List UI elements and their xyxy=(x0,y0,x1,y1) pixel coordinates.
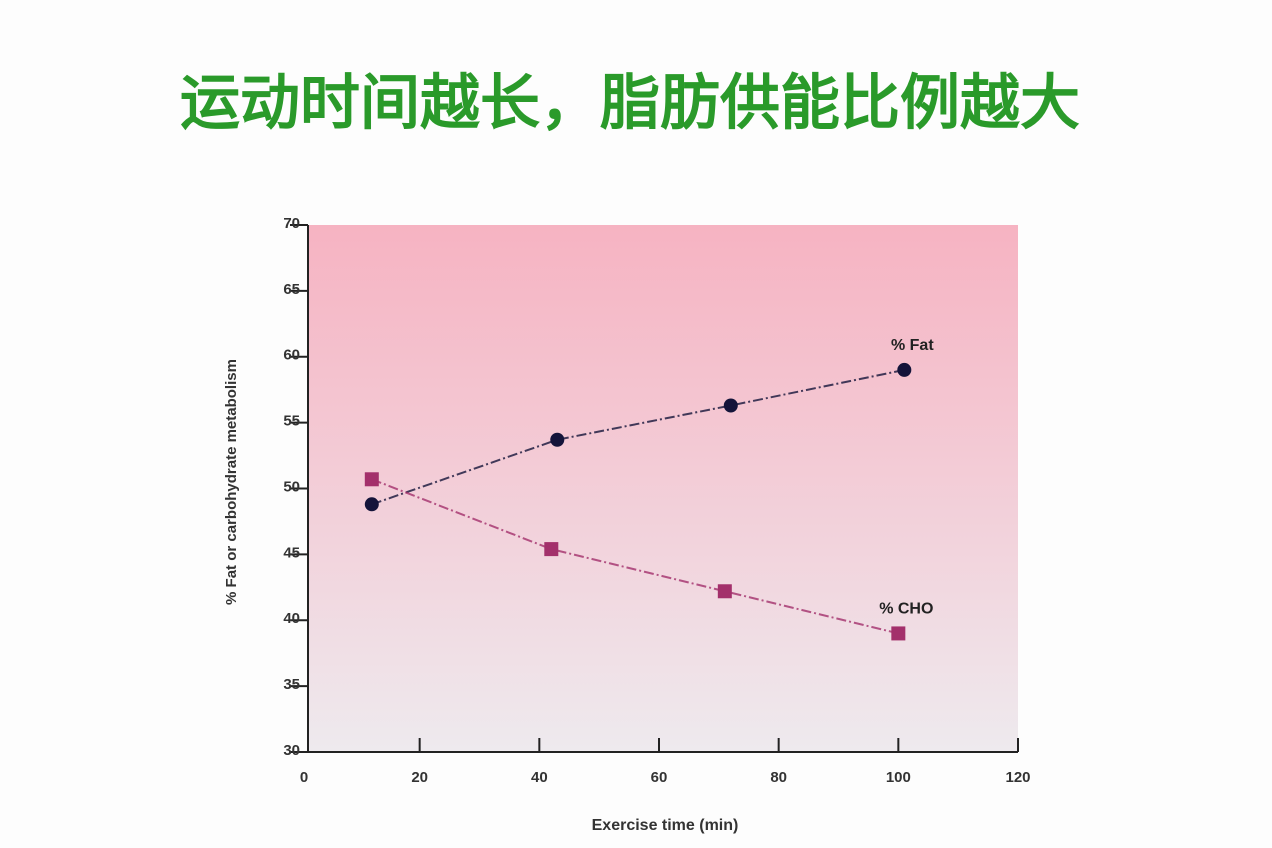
data-point xyxy=(364,472,379,487)
y-tick-label: 60 xyxy=(283,347,300,364)
y-tick-label: 65 xyxy=(283,281,300,298)
y-tick-label: 40 xyxy=(283,610,300,627)
y-axis-label: % Fat or carbohydrate metabolism xyxy=(223,359,240,605)
x-tick-label: 80 xyxy=(770,769,787,786)
y-tick-label: 35 xyxy=(283,676,300,693)
x-tick-label: 60 xyxy=(651,769,668,786)
y-tick-label: 45 xyxy=(283,544,300,561)
series-line xyxy=(371,368,905,506)
x-tick-label: 120 xyxy=(1005,769,1030,786)
y-tick-label: 55 xyxy=(283,413,300,430)
data-point xyxy=(544,542,559,557)
series-label: % CHO xyxy=(879,601,933,618)
x-tick-label: 0 xyxy=(300,769,308,786)
data-point xyxy=(891,626,906,641)
x-tick-label: 100 xyxy=(886,769,911,786)
x-tick-label: 40 xyxy=(531,769,548,786)
x-tick-label: 20 xyxy=(411,769,428,786)
y-tick-label: 50 xyxy=(283,478,300,495)
y-tick-label: 30 xyxy=(283,742,300,759)
series-line xyxy=(371,478,899,635)
chart-title: 运动时间越长，脂肪供能比例越大 xyxy=(180,69,1080,139)
plot-background xyxy=(308,225,1018,752)
data-point xyxy=(550,432,565,447)
series-label: % Fat xyxy=(891,337,934,354)
y-tick-label: 70 xyxy=(283,215,300,232)
x-axis-label: Exercise time (min) xyxy=(592,817,739,834)
data-point xyxy=(897,362,912,377)
data-point xyxy=(723,398,738,413)
data-point xyxy=(717,584,732,599)
data-point xyxy=(364,497,379,512)
